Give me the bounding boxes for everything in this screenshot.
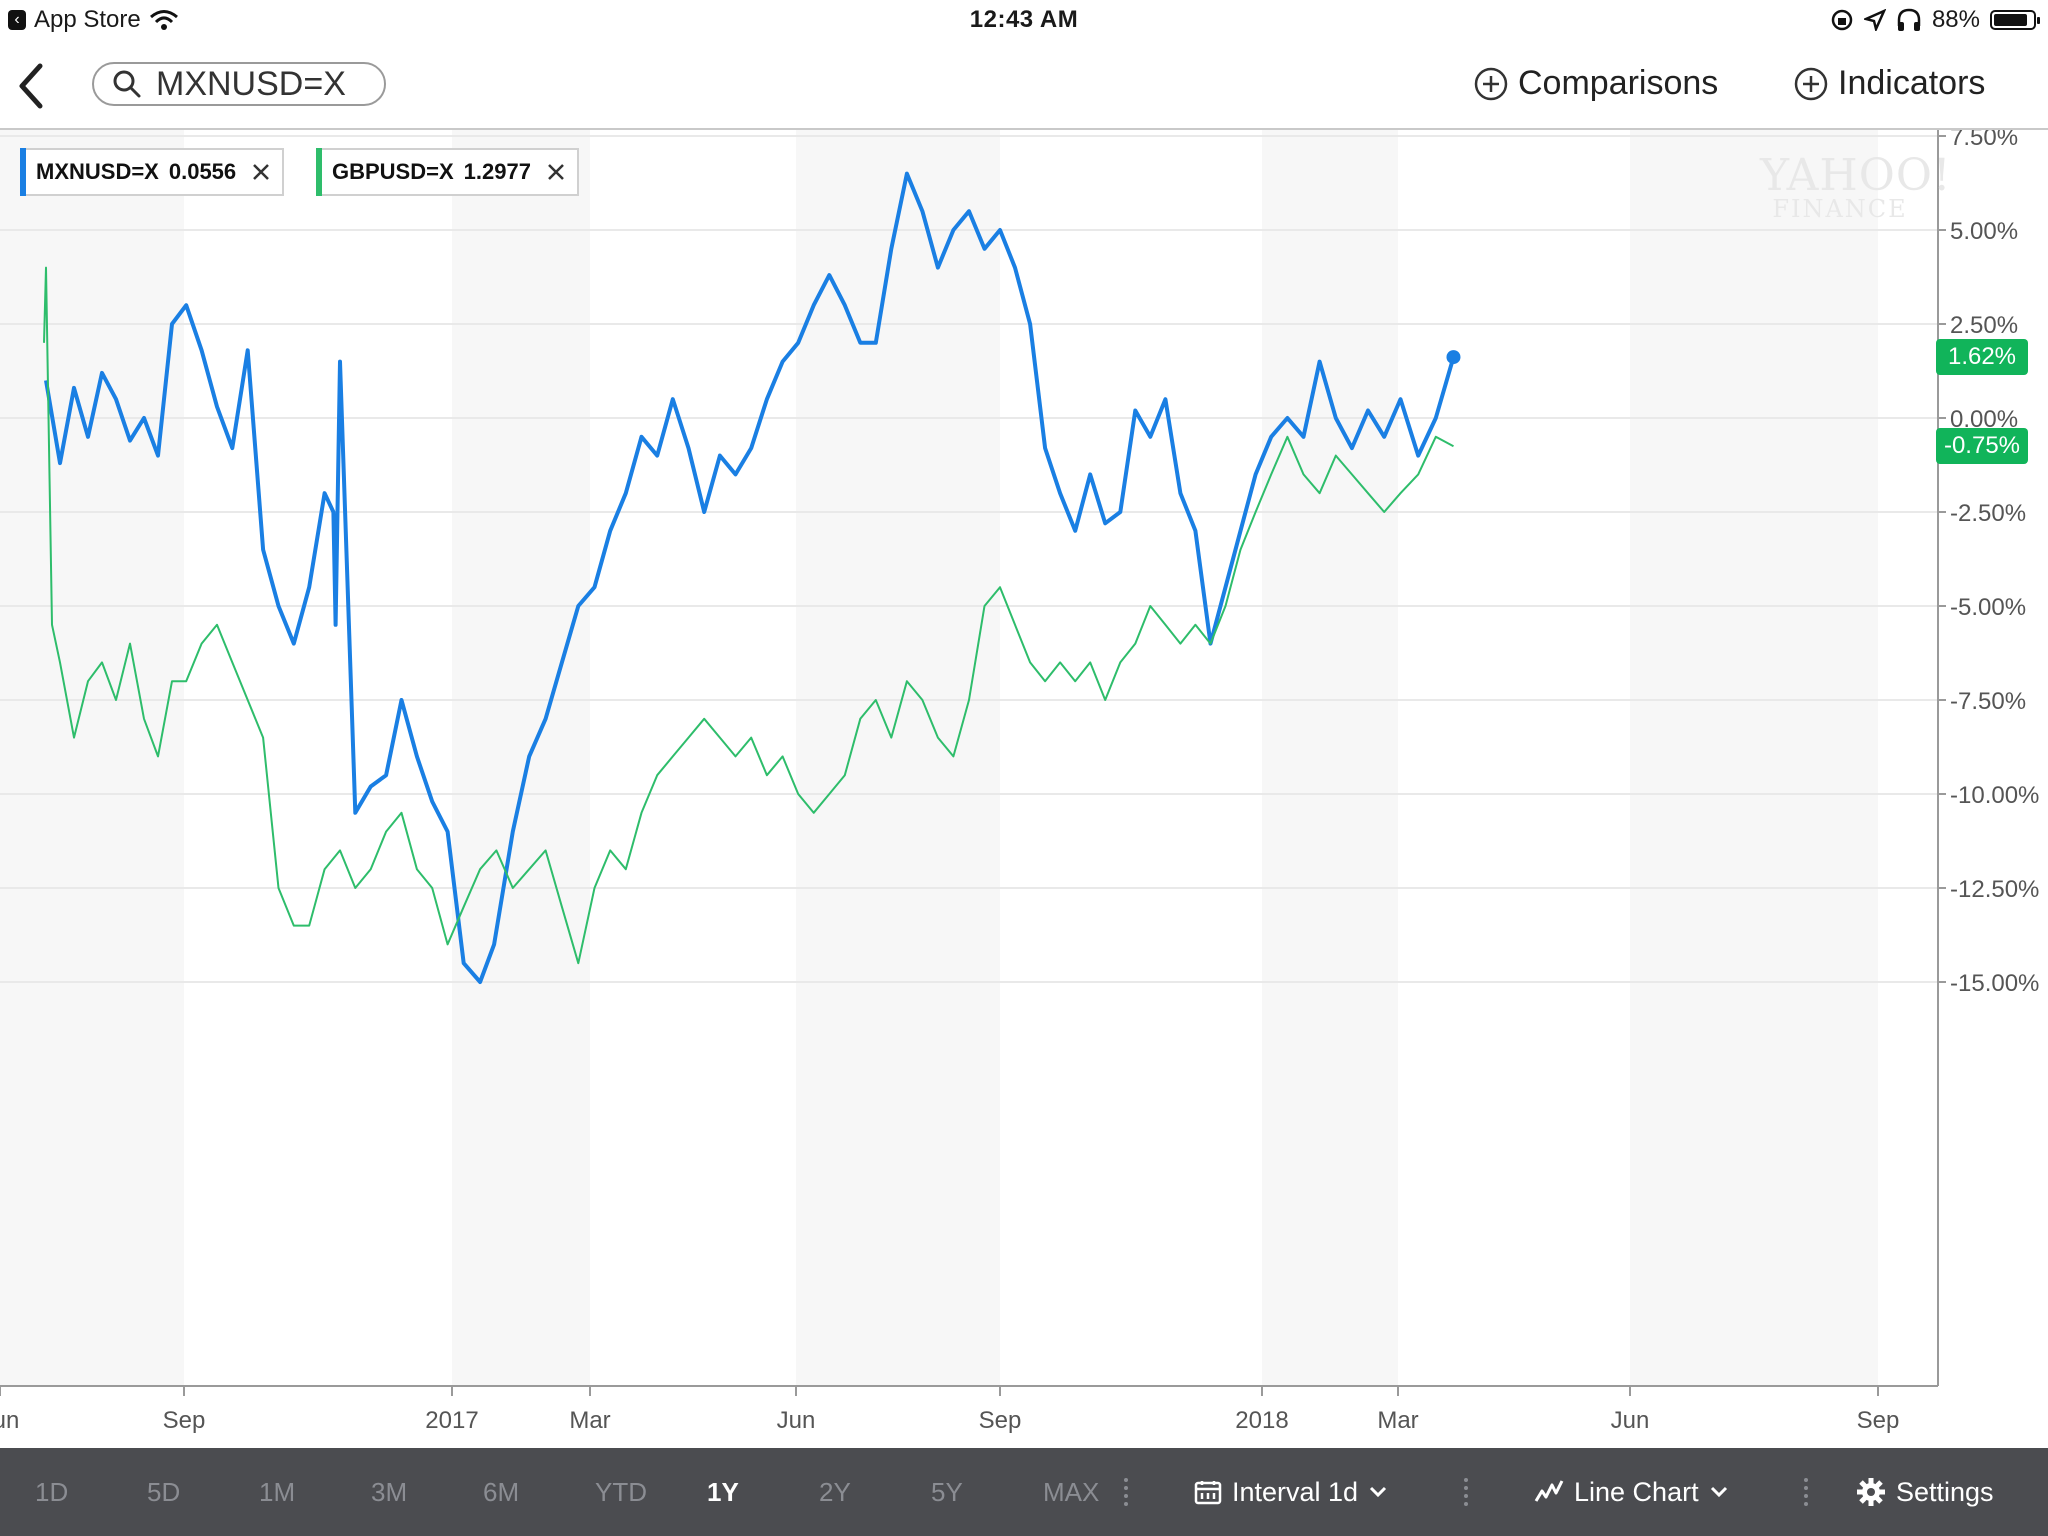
battery-icon [1990, 10, 2040, 30]
y-tick-label: -2.50% [1950, 500, 2026, 527]
x-tick-label: Sep [163, 1407, 206, 1434]
chart-area[interactable]: 7.50% 5.00% 2.50% 0.00% -2.50% -5.00% -7.50% -1… [0, 130, 2048, 1448]
price-chart[interactable]: 7.50%5.00%2.50%0.00%-2.50%-5.00%-7.50%-1… [0, 130, 2048, 1448]
series-line-mxnusdx [44, 171, 1456, 984]
legend-symbol: GBPUSD=X [332, 159, 454, 184]
range-button-5d[interactable]: 5D [147, 1477, 181, 1507]
period-band [452, 130, 590, 1386]
period-band [1630, 130, 1878, 1386]
watermark-top: YAHOO! [1760, 150, 1952, 201]
watermark-bottom: FINANCE [1772, 195, 1908, 223]
back-app-label: App Store [34, 6, 141, 33]
legend-symbol: MXNUSD=X [36, 159, 159, 184]
y-tick-label: -7.50% [1950, 688, 2026, 715]
x-tick-label: Mar [1377, 1407, 1418, 1434]
x-tick-label: Mar [569, 1407, 610, 1434]
last-value-tag-mxnusd: 1.62% [1936, 339, 2028, 376]
settings-label: Settings [1896, 1476, 1994, 1507]
x-tick-label: Sep [1857, 1407, 1900, 1434]
y-tick-label: -5.00% [1950, 594, 2026, 621]
chart-type-dropdown[interactable]: Line Chart [1534, 1448, 1729, 1536]
y-tick-label: 7.50% [1950, 130, 2018, 151]
location-icon [1863, 9, 1886, 31]
toolbar-separator [1464, 1478, 1472, 1506]
range-button-5y[interactable]: 5Y [931, 1477, 963, 1507]
plus-circle-icon [1474, 67, 1508, 100]
last-value-tag-gbpusd: -0.75% [1936, 428, 2028, 465]
last-point-marker [1446, 350, 1461, 365]
status-bar: ‹ App Store 12:43 AM 88% [0, 0, 2048, 44]
rotation-lock-icon [1831, 9, 1853, 31]
legend-color-bar [316, 148, 322, 196]
comparisons-button[interactable]: Comparisons [1474, 64, 1718, 103]
wifi-icon [149, 10, 178, 30]
x-tick-label: Sep [979, 1407, 1022, 1434]
close-icon[interactable] [252, 163, 270, 181]
x-tick-label: Jun [777, 1407, 816, 1434]
status-back-app[interactable]: ‹ App Store [8, 6, 179, 34]
gear-icon [1857, 1478, 1885, 1506]
chevron-down-icon [1710, 1486, 1727, 1498]
x-tick-label: 2017 [425, 1407, 478, 1434]
range-button-3m[interactable]: 3M [371, 1477, 408, 1507]
search-value: MXNUSD=X [156, 64, 346, 103]
bottom-toolbar: 1D 5D 1M 3M 6M YTD 1Y 2Y 5Y MAX Interval 1d Line … [0, 1448, 2048, 1536]
close-icon[interactable] [547, 163, 565, 181]
chevron-down-icon [1370, 1486, 1387, 1498]
legend-value: 0.0556 [168, 159, 237, 184]
range-button-6m[interactable]: 6M [483, 1477, 520, 1507]
headphones-icon [1897, 8, 1921, 31]
chevron-left-icon [19, 63, 43, 109]
range-button-1m[interactable]: 1M [259, 1477, 296, 1507]
legend-chip-gbpusd[interactable]: GBPUSD=X 1.2977 [316, 148, 579, 196]
status-time: 12:43 AM [969, 6, 1079, 33]
indicators-button[interactable]: Indicators [1794, 64, 1985, 103]
search-input[interactable]: MXNUSD=X [92, 62, 386, 106]
x-tick-label: 2018 [1235, 1407, 1288, 1434]
y-tick-label: -10.00% [1950, 782, 2039, 809]
toolbar-separator [1804, 1478, 1812, 1506]
period-band [796, 130, 1000, 1386]
yahoo-finance-watermark: YAHOO! FINANCE [1760, 150, 1952, 223]
back-to-app-icon: ‹ [8, 10, 26, 30]
range-button-1y[interactable]: 1Y [707, 1477, 739, 1507]
battery-percent: 88% [1931, 6, 1980, 33]
plus-circle-icon [1794, 67, 1828, 100]
legend-color-bar [20, 148, 26, 196]
chart-type-label: Line Chart [1574, 1476, 1699, 1507]
toolbar-separator [1124, 1478, 1132, 1506]
y-tick-label: -15.00% [1950, 970, 2039, 997]
legend-value: 1.2977 [463, 159, 531, 184]
range-button-max[interactable]: MAX [1043, 1477, 1100, 1507]
interval-dropdown[interactable]: Interval 1d [1194, 1448, 1388, 1536]
line-chart-icon [1534, 1480, 1564, 1502]
interval-label: Interval 1d [1232, 1476, 1359, 1507]
legend-chip-mxnusd[interactable]: MXNUSD=X 0.0556 [20, 148, 285, 196]
comparisons-label: Comparisons [1518, 64, 1719, 102]
indicators-label: Indicators [1838, 64, 1986, 102]
back-button[interactable] [10, 58, 50, 114]
series-line-gbpusdx [43, 266, 1454, 965]
y-tick-label: 5.00% [1950, 218, 2018, 245]
top-nav: MXNUSD=X Comparisons Indicators [0, 44, 2048, 130]
x-tick-label: Jun [1611, 1407, 1650, 1434]
calendar-icon [1194, 1481, 1222, 1505]
range-button-2y[interactable]: 2Y [819, 1477, 851, 1507]
x-tick-label: Jun [0, 1407, 19, 1434]
period-band [0, 130, 184, 1386]
y-tick-label: -12.50% [1950, 876, 2039, 903]
settings-button[interactable]: Settings [1856, 1448, 1994, 1536]
range-button-1d[interactable]: 1D [35, 1477, 69, 1507]
y-tick-label: 2.50% [1950, 312, 2018, 339]
range-button-ytd[interactable]: YTD [595, 1477, 647, 1507]
period-band [1262, 130, 1398, 1386]
search-icon [113, 70, 141, 98]
